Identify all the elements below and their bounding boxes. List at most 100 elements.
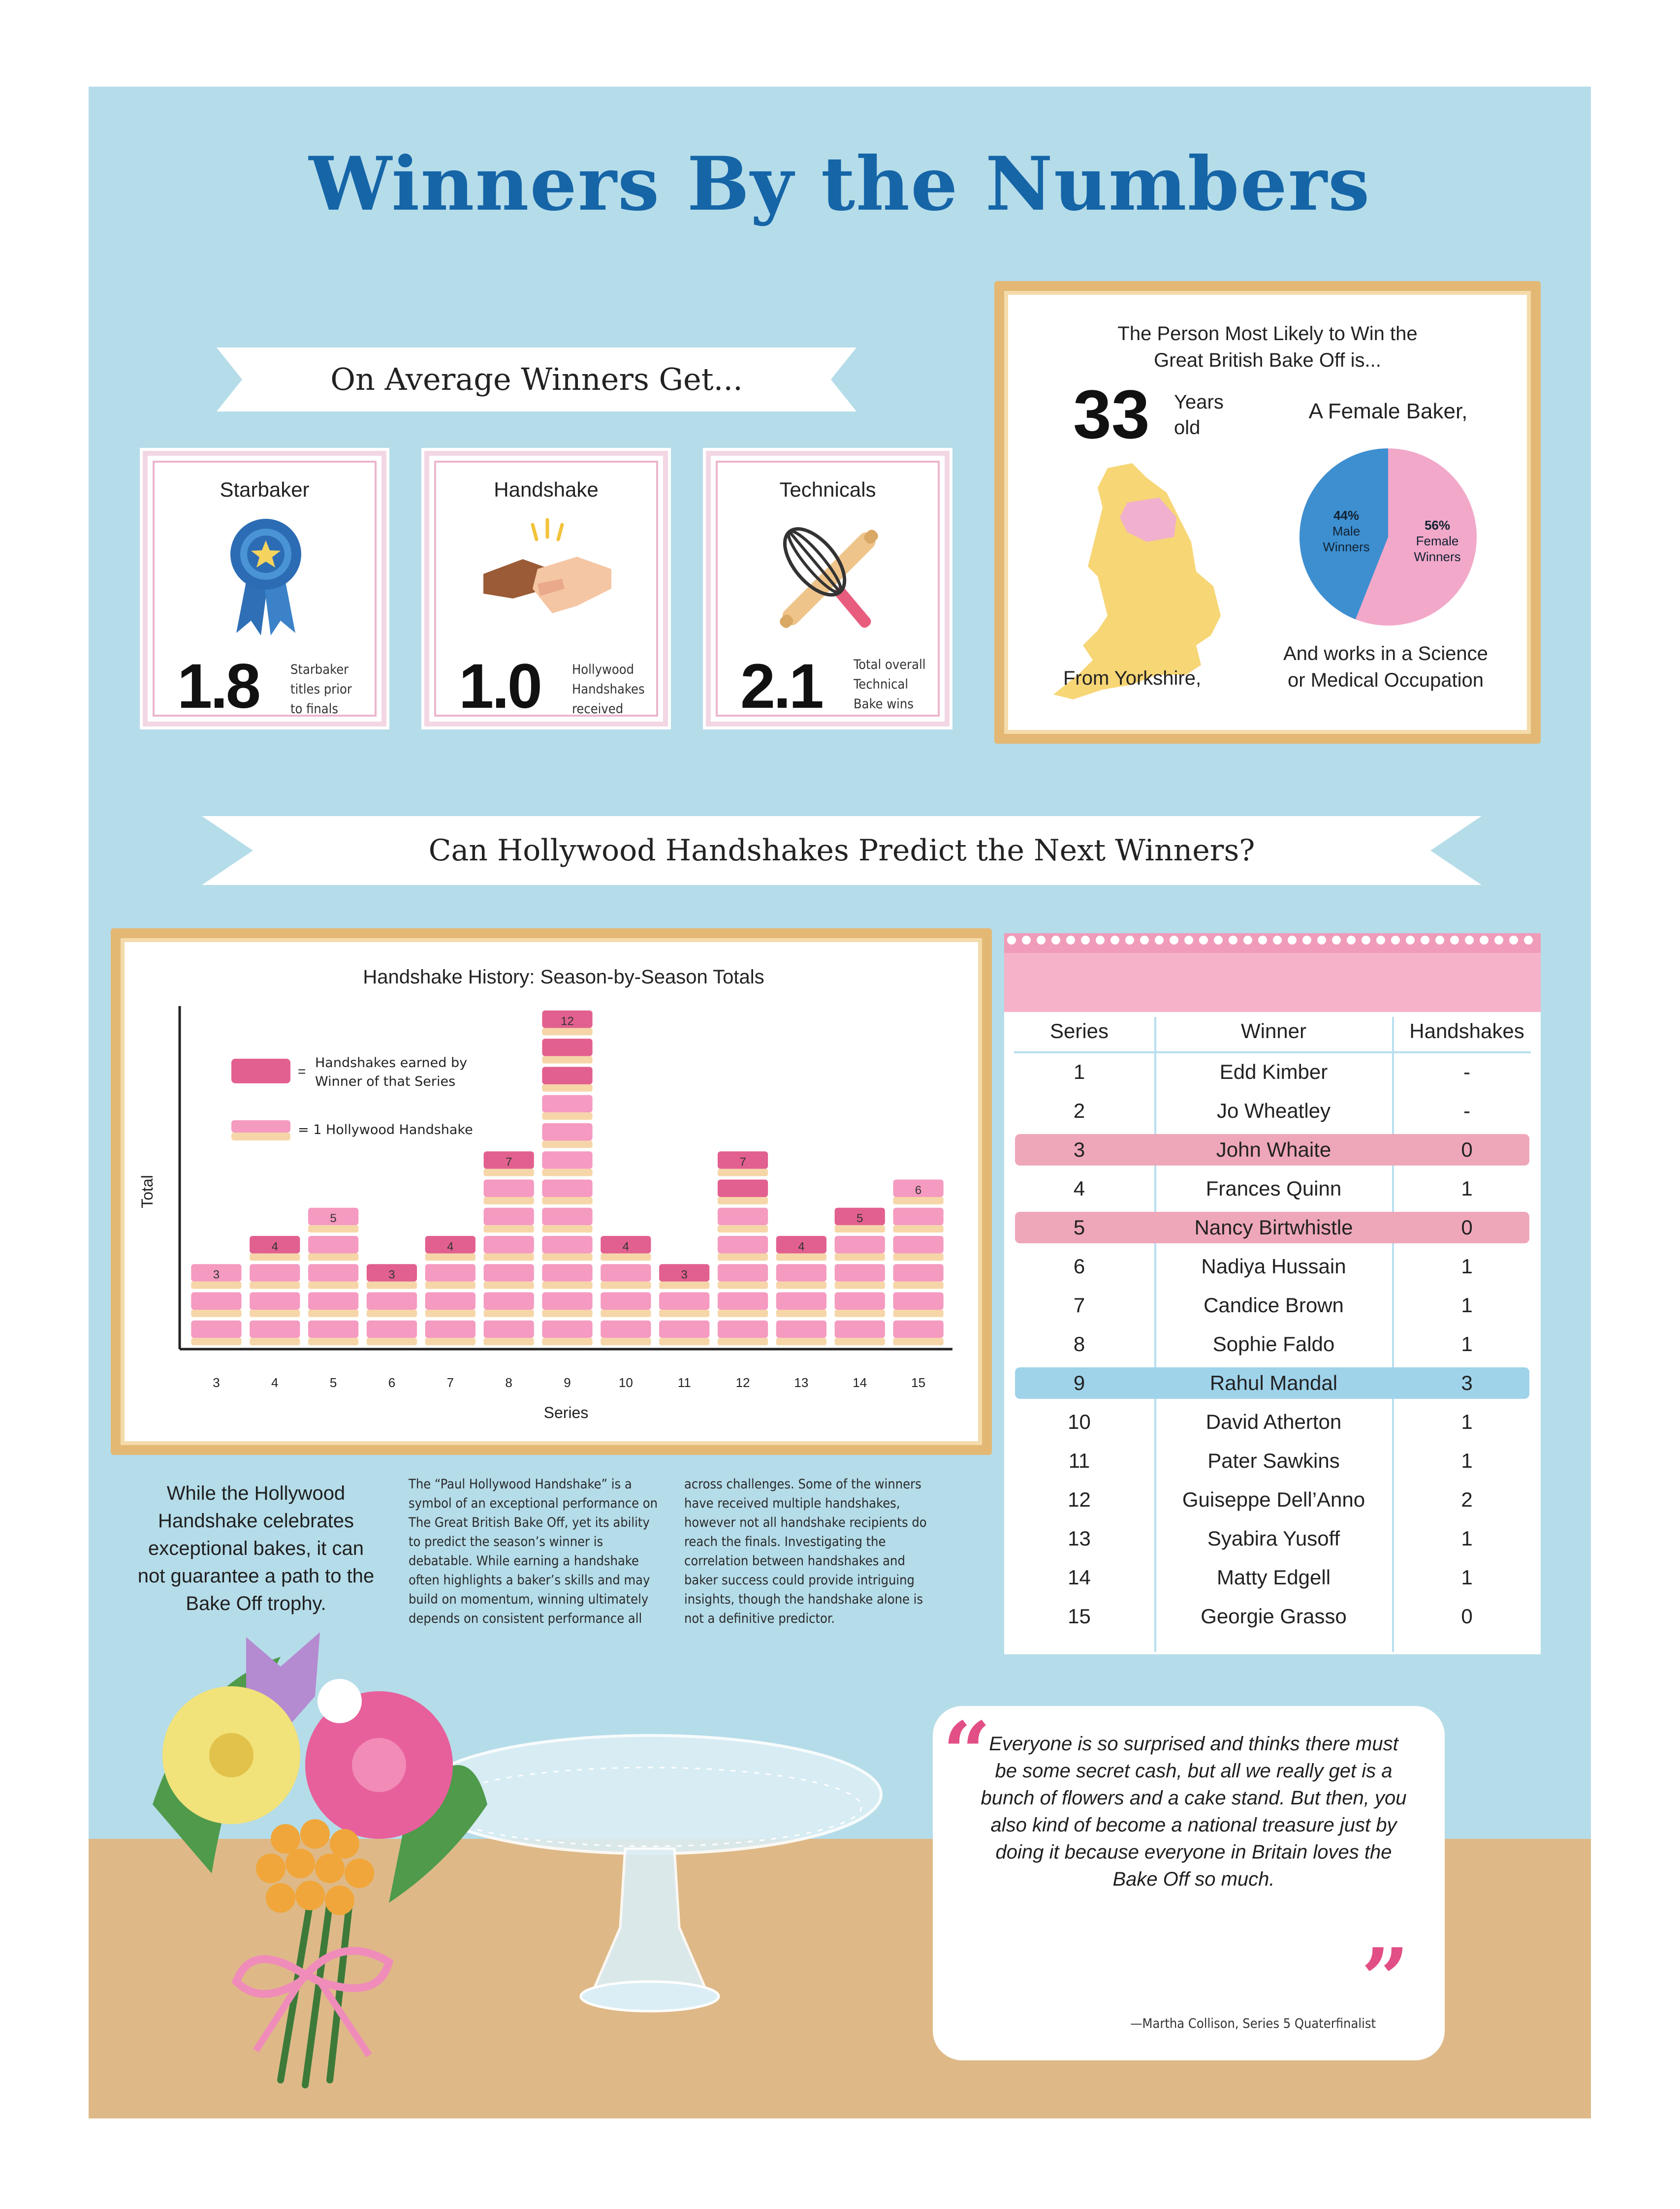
handshake-layer (542, 1320, 593, 1338)
chart-legend: = Handshakes earned by Winner of that Se… (231, 1055, 473, 1140)
cake-cream-layer (483, 1281, 534, 1289)
winner-handshake-layer (717, 1179, 768, 1197)
bar-series-4: 44 (250, 1236, 300, 1390)
bar-value-label: 4 (272, 1240, 278, 1253)
table-header-series: Series (1049, 1019, 1109, 1042)
handshake-layer (542, 1207, 593, 1226)
stat-caption: Hollywood Handshakes received (572, 662, 645, 717)
cell-series: 12 (1068, 1488, 1091, 1511)
handshake-layer (834, 1320, 885, 1338)
cake-cream-layer (542, 1338, 593, 1346)
handshake-layer (542, 1095, 593, 1113)
table-body: 1 Edd Kimber - 2 Jo Wheatley - 3 John Whaite 0 4 F… (1004, 1056, 1541, 1647)
x-tick-label: 3 (213, 1375, 220, 1390)
cake-cream-layer (250, 1338, 300, 1346)
legend-text-winner-1: Handshakes earned by (315, 1055, 467, 1071)
ring-hole (1007, 936, 1016, 945)
cake-cream-layer (893, 1281, 944, 1289)
ring-hole (1155, 936, 1164, 945)
cell-handshakes: 1 (1461, 1527, 1473, 1550)
handshake-layer (425, 1292, 475, 1310)
ring-hole (1435, 936, 1444, 945)
ring-hole (1125, 936, 1134, 945)
cake-cream-layer (717, 1253, 768, 1261)
cake-cream-layer (250, 1281, 300, 1289)
cell-winner: Nadiya Hussain (1201, 1255, 1346, 1278)
handshake-layer (483, 1264, 534, 1282)
ring-hole (1288, 936, 1297, 945)
cake-cream-layer (308, 1225, 359, 1233)
handshake-layer (308, 1236, 359, 1254)
stat-caption: Starbaker titles prior to finals (290, 662, 352, 717)
winner-handshake-layer (366, 1264, 417, 1282)
cell-winner: Jo Wheatley (1216, 1099, 1331, 1122)
cake-cream-layer (542, 1197, 593, 1204)
cell-winner: Guiseppe Dell’Anno (1182, 1488, 1365, 1511)
ring-hole (1096, 936, 1105, 945)
bar-series-14: 5 14 (834, 1207, 885, 1390)
table-row: 12 Guiseppe Dell’Anno 2 (1004, 1484, 1541, 1515)
ring-hole (1391, 936, 1400, 945)
handshake-layer (776, 1264, 826, 1282)
legend-swatch-handshake (231, 1120, 290, 1133)
bar-value-label: 4 (447, 1240, 453, 1253)
handshake-layer (893, 1264, 944, 1282)
winner-handshake-layer (659, 1264, 710, 1282)
stat-card-technicals: Technicals 2.1 Total overall Technical Bak… (706, 451, 950, 726)
cell-series: 3 (1073, 1138, 1085, 1161)
cake-cream-layer (893, 1338, 944, 1346)
cell-series: 15 (1068, 1605, 1091, 1628)
handshake-layer (659, 1292, 710, 1310)
bar-value-label: 4 (623, 1240, 629, 1253)
ring-hole (1022, 936, 1031, 945)
profile-heading: The Person Most Likely to Win the Great B… (1117, 323, 1418, 371)
cake-cream-layer (542, 1056, 593, 1064)
cake-cream-layer (601, 1338, 651, 1346)
handshake-layer (542, 1264, 593, 1282)
bar-series-3: 33 (191, 1264, 242, 1390)
stat-label: Handshake (494, 478, 599, 501)
poster: Winners By the Numbers On Average Winner… (89, 87, 1591, 2118)
handshake-layer (893, 1292, 944, 1310)
cell-handshakes: 1 (1461, 1255, 1473, 1278)
cell-handshakes: - (1463, 1060, 1470, 1083)
ring-hole (1376, 936, 1385, 945)
bar-value-label: 7 (506, 1156, 512, 1169)
ring-hole (1524, 936, 1533, 945)
bar-series-9: 12 9 (542, 1010, 593, 1390)
cell-winner: Pater Sawkins (1207, 1449, 1340, 1472)
x-tick-label: 8 (505, 1375, 512, 1390)
bar-value-label: 6 (915, 1184, 921, 1197)
cake-cream-layer (834, 1309, 885, 1317)
notebook-rings (1007, 936, 1533, 945)
winner-handshake-layer (717, 1151, 768, 1169)
cake-cream-layer (776, 1309, 826, 1317)
bar-series-11: 3 11 (659, 1264, 710, 1390)
cake-cream-layer (659, 1281, 710, 1289)
cake-cream-layer (483, 1168, 534, 1176)
stat-label: Starbaker (220, 478, 310, 501)
ring-hole (1081, 936, 1090, 945)
winner-handshake-layer (542, 1039, 593, 1056)
cake-cream-layer (366, 1281, 417, 1289)
cell-handshakes: - (1463, 1099, 1470, 1122)
profile-gender: A Female Baker, (1308, 399, 1468, 423)
cake-cream-layer (542, 1112, 593, 1120)
cell-series: 8 (1073, 1332, 1085, 1356)
cell-handshakes: 2 (1461, 1488, 1473, 1511)
cell-handshakes: 1 (1461, 1177, 1473, 1200)
cell-winner: John Whaite (1216, 1138, 1331, 1161)
stat-caption: Total overall Technical Bake wins (854, 657, 926, 712)
cake-cream-layer (717, 1225, 768, 1233)
ring-hole (1051, 936, 1060, 945)
ring-hole (1258, 936, 1267, 945)
cell-handshakes: 1 (1461, 1332, 1473, 1356)
average-banner-text: On Average Winners Get... (330, 361, 743, 397)
paragraph-2: across challenges. Some of the winners h… (684, 1477, 927, 1626)
handshake-layer (308, 1264, 359, 1282)
x-tick-label: 10 (619, 1375, 633, 1390)
handshake-layer (601, 1264, 651, 1282)
cell-winner: Syabira Yusoff (1207, 1527, 1340, 1550)
cake-cream-layer (366, 1309, 417, 1317)
cake-cream-layer (834, 1225, 885, 1233)
